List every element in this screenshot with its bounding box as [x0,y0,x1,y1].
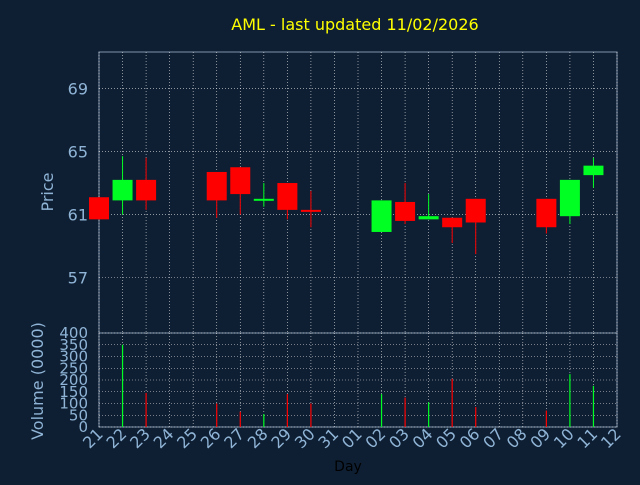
candle-body [112,179,133,201]
candle-body [277,183,298,210]
volume-tick-label: 0 [78,418,88,436]
x-tick-labels: 2122232425262728293031010203040506070809… [79,424,625,452]
x-axis-label: Day [334,459,362,475]
price-panel: 57 61 65 69 [68,51,618,334]
price-tick-label: 65 [68,142,88,161]
price-axis-label: Price [38,172,57,211]
candle-body [206,171,227,201]
candle-body [230,167,251,195]
volume-tick-label: 300 [59,348,88,366]
x-tick-label: 12 [597,424,625,452]
price-tick-label: 61 [68,206,88,225]
volume-tick-label: 400 [59,324,88,342]
candle-body [136,179,157,201]
candle-body [253,198,274,201]
candle-body [536,198,557,228]
candle-body [442,217,463,228]
candle-body [583,165,604,176]
candle-body [371,200,392,232]
volume-tick-label: 150 [59,383,88,401]
candle-body [559,179,580,217]
volume-tick-label: 50 [69,406,88,424]
candle-body [395,201,416,221]
volume-tick-label: 250 [59,359,88,377]
volume-axis-label: Volume (0000) [28,322,47,440]
candle-body [418,216,439,220]
candle-body [300,209,321,212]
chart-title: AML - last updated 11/02/2026 [231,15,478,34]
volume-tick-label: 200 [59,371,88,389]
candle-body [465,198,486,223]
candle-body [89,197,109,220]
price-tick-label: 69 [68,79,88,98]
price-tick-label: 57 [68,269,88,288]
volume-tick-label: 100 [59,395,88,413]
volume-tick-label: 350 [59,336,88,354]
